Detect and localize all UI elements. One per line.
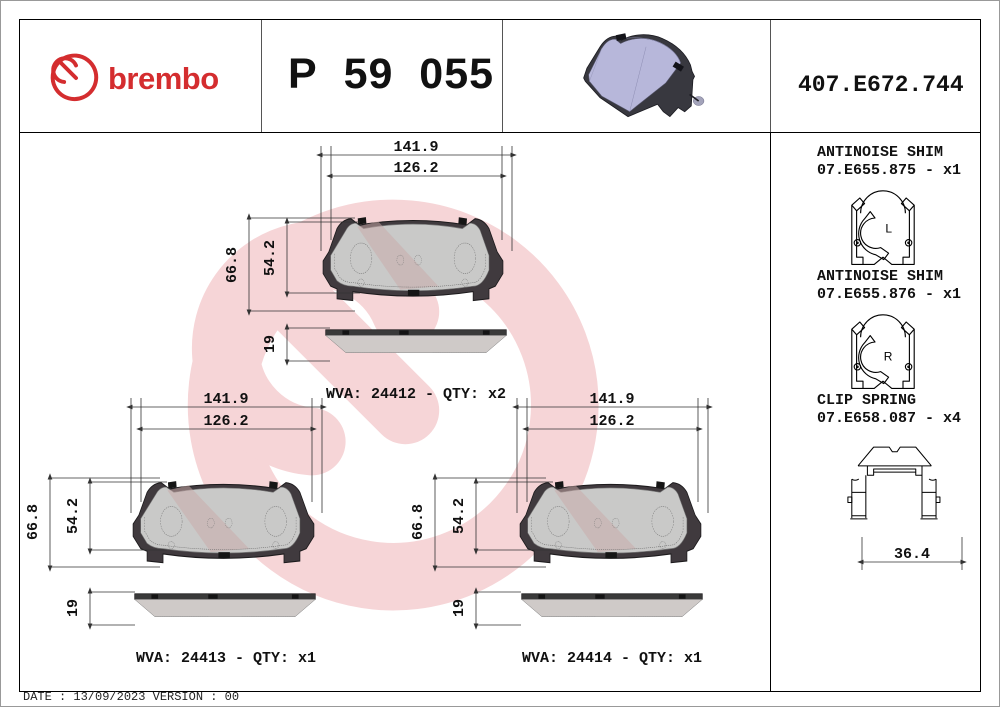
svg-text:WVA: 24414 - QTY: x1: WVA: 24414 - QTY: x1	[522, 650, 702, 667]
svg-text:R: R	[884, 349, 893, 363]
svg-text:54.2: 54.2	[451, 498, 468, 534]
svg-text:07.E655.875 - x1: 07.E655.875 - x1	[817, 162, 961, 179]
svg-text:CLIP SPRING: CLIP SPRING	[817, 392, 916, 409]
svg-text:141.9: 141.9	[203, 391, 248, 408]
svg-text:WVA: 24413 - QTY: x1: WVA: 24413 - QTY: x1	[136, 650, 316, 667]
svg-text:54.2: 54.2	[65, 498, 82, 534]
svg-text:brembo: brembo	[108, 61, 219, 96]
svg-text:19: 19	[262, 335, 279, 353]
svg-text:ANTINOISE SHIM: ANTINOISE SHIM	[817, 268, 943, 285]
svg-text:54.2: 54.2	[262, 240, 279, 276]
svg-text:126.2: 126.2	[589, 413, 634, 430]
svg-text:126.2: 126.2	[393, 160, 438, 177]
svg-text:141.9: 141.9	[589, 391, 634, 408]
svg-text:66.8: 66.8	[25, 504, 42, 540]
svg-text:126.2: 126.2	[203, 413, 248, 430]
svg-text:WVA: 24412 - QTY: x2: WVA: 24412 - QTY: x2	[326, 386, 506, 403]
svg-text:66.8: 66.8	[410, 504, 427, 540]
svg-text:141.9: 141.9	[393, 139, 438, 156]
svg-text:L: L	[885, 221, 892, 235]
svg-text:07.E658.087 - x4: 07.E658.087 - x4	[817, 410, 961, 427]
svg-text:36.4: 36.4	[894, 546, 930, 563]
svg-text:07.E655.876 - x1: 07.E655.876 - x1	[817, 286, 961, 303]
svg-text:ANTINOISE SHIM: ANTINOISE SHIM	[817, 144, 943, 161]
svg-text:66.8: 66.8	[224, 247, 241, 283]
svg-text:19: 19	[451, 599, 468, 617]
svg-text:19: 19	[65, 599, 82, 617]
